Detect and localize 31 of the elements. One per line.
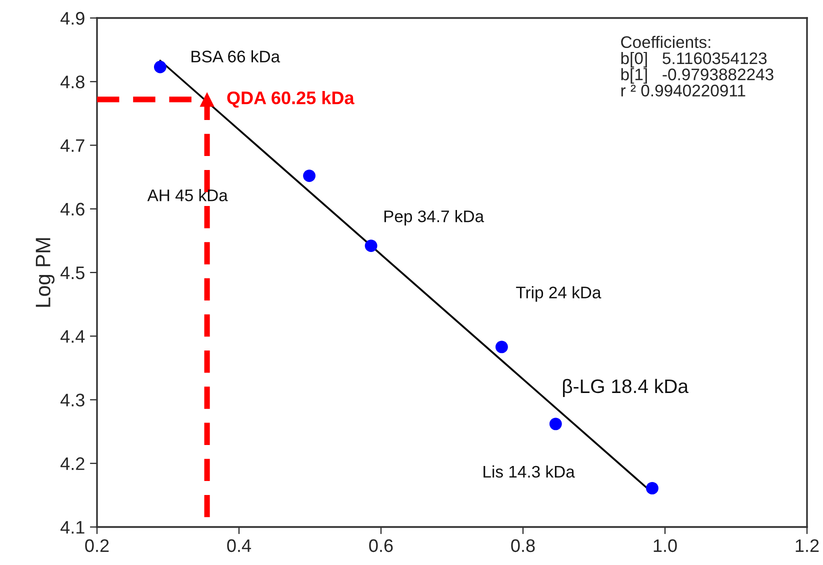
x-tick-label: 1.0	[654, 539, 677, 552]
y-tick-label: 4.7	[60, 139, 84, 152]
point	[646, 482, 658, 494]
annotation: BSA 66 kDa	[192, 50, 280, 62]
y-tick-label: 4.8	[60, 76, 84, 88]
annotation: Pep 34.7 kDa	[384, 210, 484, 226]
series-label: QDA 60.25 kDa	[227, 91, 354, 108]
y-axis-title: Log PM	[36, 238, 55, 307]
point	[549, 418, 562, 430]
point	[495, 340, 508, 354]
y-tick-label: 4.3	[60, 394, 84, 406]
annotation: AH 45 kDa	[147, 189, 228, 202]
annotation: Coefficients: b[0] 5.1160354123 b[1] -0.9793882243 r ² 0.9940220911	[621, 36, 774, 96]
y-tick-label: 4.6	[60, 202, 84, 216]
x-tick-label: 0.8	[511, 539, 535, 552]
annotation: Lis 14.3 kDa	[484, 465, 575, 478]
x-tick-label: 1.2	[796, 539, 819, 552]
y-tick-label: 4.9	[60, 12, 84, 25]
annotation: Trip 24 kDa	[516, 286, 602, 302]
point	[303, 170, 316, 182]
y-tick-label: 4.4	[60, 330, 85, 343]
x-tick-label: 0.2	[85, 539, 109, 552]
y-tick-label: 4.2	[60, 457, 84, 470]
x-tick-label: 0.6	[369, 539, 393, 552]
point	[364, 240, 378, 252]
y-tick-label: 4.5	[60, 266, 84, 280]
annotation: β-LG 18.4 kDa	[563, 378, 688, 397]
x-tick-label: 0.4	[227, 539, 252, 552]
point	[200, 92, 214, 107]
y-tick-label: 4.1	[60, 521, 84, 534]
point	[154, 60, 166, 74]
